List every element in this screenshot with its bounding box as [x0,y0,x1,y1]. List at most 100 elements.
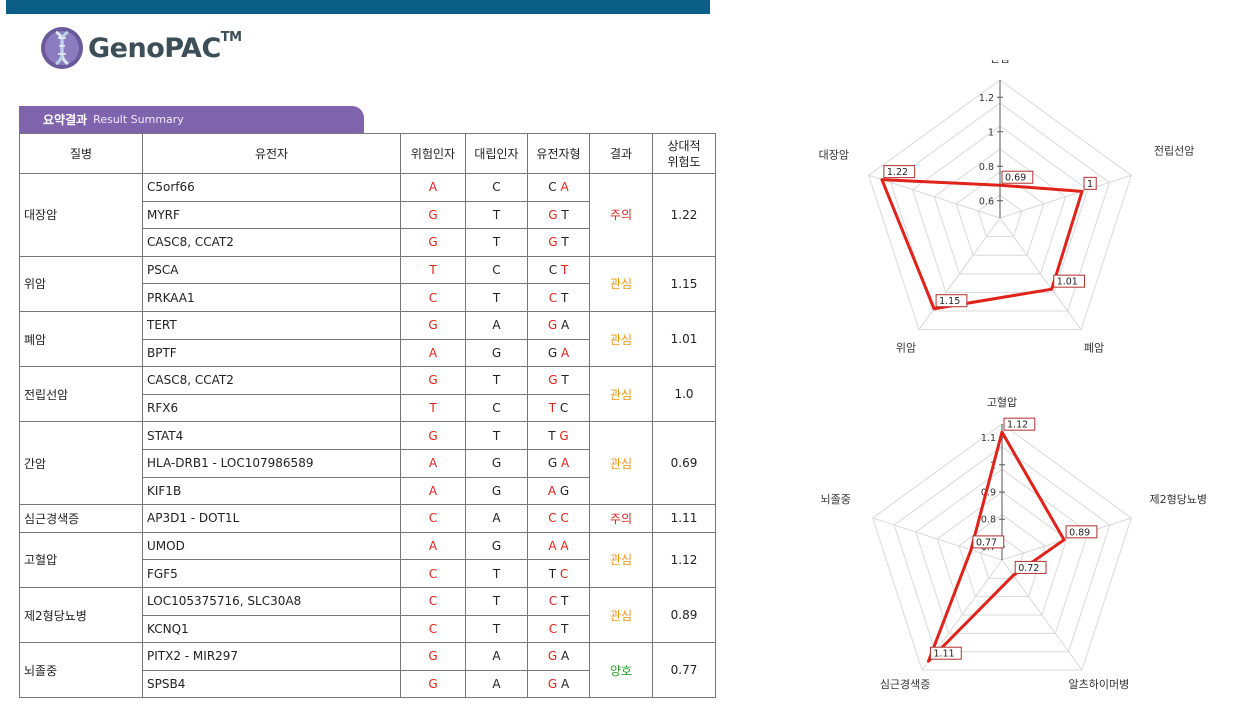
result-cell: 관심 [589,421,653,506]
result-cell: 관심 [589,310,653,368]
risk-factor-cell: G [400,310,466,340]
table-header-row: 질병 유전자 위험인자 대립인자 유전자형 결과 상대적 위험도 [19,133,716,174]
genotype-allele-2: T [561,373,569,388]
disease-cell: 고혈압 [19,531,143,588]
axis-label: 알츠하이머병 [1069,677,1130,691]
value-label: 0.89 [1069,527,1090,538]
table-row: RFX6 T C T C [20,393,716,423]
table-row: 뇌졸중 PITX2 - MIR297 G A G A 양호 0.77 [19,642,716,699]
value-label: 1.12 [1007,420,1028,431]
table-row: 전립선암 CASC8, CCAT2 G T G T 관심 1.0 [19,366,716,423]
value-label-box [1001,170,1034,184]
table-row: MYRF G T G T [20,200,716,230]
grid-spoke [1001,559,1083,671]
relative-risk-cell: 0.89 [652,586,716,644]
genotype-cell: G A [527,642,590,671]
genotype-allele-2: T [561,235,569,250]
section-title-en: Result Summary [93,113,184,126]
genotype-allele-2: T [561,207,569,222]
tick-label: 1.2 [979,93,994,104]
allele-cell: C [465,255,528,285]
col-allele: 대립인자 [465,133,528,174]
genotype-allele-1: C [548,180,557,195]
genotype-allele-1: G [548,235,558,250]
disease-cell: 뇌졸중 [19,642,143,699]
table-row: 대장암 C5orf66 A C C A 주의 1.22 [19,173,716,257]
genotype-allele-1: G [547,676,558,691]
risk-factor-cell: C [400,614,466,644]
value-label: 0.77 [976,537,997,548]
genotype-cell: C A [527,173,590,202]
allele-cell: T [465,200,528,230]
grid-spoke [999,174,1132,219]
disease-cell: 간암 [19,421,143,506]
relative-risk-cell: 1.11 [652,504,716,533]
disease-cell: 대장암 [19,173,143,257]
genotype-cell: A G [527,476,590,506]
section-tab: 요약결과 Result Summary [19,106,364,133]
radar-chart-cancer: 0.6 0.8 1 1.2 0.69 1 1.01 1.15 1.22 간암전립선암폐암 위암 대장암 [819,60,1195,354]
genotype-cell: G A [527,448,590,478]
tick-label: 1.1 [981,433,996,444]
axis-label: 뇌졸중 [821,493,851,506]
allele-cell: A [465,669,528,699]
gene-cell: STAT4 [142,421,401,450]
gene-cell: KCNQ1 [142,614,401,644]
result-summary-table: 질병 유전자 위험인자 대립인자 유전자형 결과 상대적 위험도 대장암 C5orf… [19,133,716,699]
risk-factor-cell: G [400,366,466,395]
risk-factor-cell: A [400,173,466,202]
risk-factor-cell: A [400,448,466,478]
genotype-allele-2: T [560,263,569,278]
gene-cell: CASC8, CCAT2 [142,366,401,395]
genotype-allele-1: G [547,456,558,471]
disease-cell: 폐암 [19,310,143,368]
allele-cell: G [465,338,528,368]
genotype-cell: C T [527,586,590,616]
col-disease: 질병 [19,133,143,174]
genotype-cell: G T [527,366,590,395]
axis-label: 간암 [990,60,1010,65]
genotype-allele-1: T [548,428,556,443]
grid-spoke [918,217,1001,330]
risk-factor-cell: T [400,393,466,423]
gene-cell: SPSB4 [142,669,401,699]
grid-ring [977,194,1023,238]
allele-cell: A [465,642,528,671]
allele-cell: T [465,366,528,395]
genotype-cell: C T [527,255,590,285]
value-label-box [1083,176,1097,190]
genotype-allele-2: A [560,318,570,333]
value-label-box [883,165,916,179]
data-series-line [880,178,1084,311]
genotype-allele-2: T [560,621,569,636]
result-cell: 관심 [589,366,653,423]
value-label: 1.11 [933,649,954,660]
allele-cell: T [465,614,528,644]
grid-ring [936,491,1068,616]
genotype-cell: C C [527,504,590,533]
table-row: 위암 PSCA T C C T 관심 1.15 [19,255,716,312]
disease-cell: 위암 [19,255,143,312]
gene-cell: BPTF [142,338,401,368]
table-row: KCNQ1 C T C T [20,614,716,644]
radar-chart-disease: 0.70.80.911.11.120.890.721.110.77고혈압제2형당… [821,395,1208,691]
risk-factor-cell: C [400,586,466,616]
genotype-cell: C T [527,283,590,312]
data-series-line [926,430,1066,663]
gene-cell: KIF1B [142,476,401,506]
axis-label: 전립선암 [1154,145,1194,158]
genotype-allele-2: G [559,428,569,443]
table-row: KIF1B A G A G [20,476,716,506]
col-relative-risk: 상대적 위험도 [652,133,716,174]
allele-cell: A [465,310,528,340]
table-row: SPSB4 G A G A [20,669,716,699]
genotype-cell: G A [527,338,590,368]
brand-name: GenoPACTM [88,29,242,64]
genotype-cell: G T [527,200,590,230]
value-label-box [972,535,1005,549]
table-row: 심근경색증 AP3D1 - DOT1L C A C C 주의 1.11 [19,504,716,533]
axis-label: 심근경색증 [880,678,931,691]
genotype-cell: T G [527,421,590,450]
genotype-allele-2: A [560,345,570,360]
genotype-allele-2: A [560,676,570,691]
